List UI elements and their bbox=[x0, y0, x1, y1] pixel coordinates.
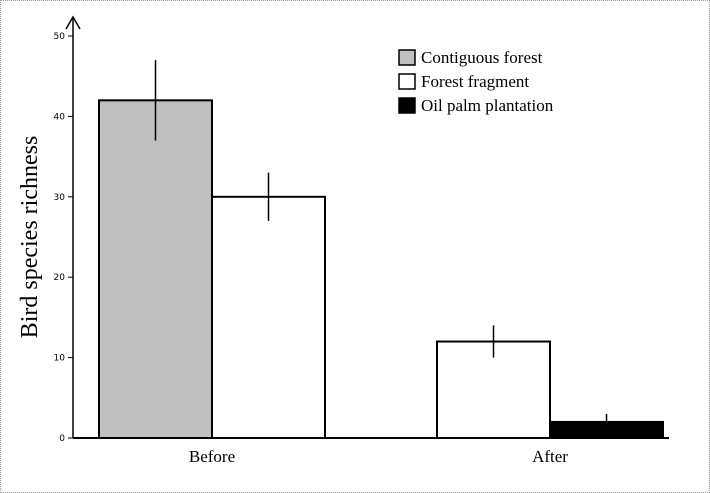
bars bbox=[98, 99, 664, 440]
x-tick-label: After bbox=[532, 447, 568, 466]
x-tick-labels: Before After bbox=[189, 447, 568, 466]
legend-label: Contiguous forest bbox=[421, 48, 543, 67]
y-tick-label: 50 bbox=[54, 32, 66, 42]
legend-swatch bbox=[398, 97, 416, 114]
y-tick-label: 40 bbox=[54, 112, 66, 122]
legend-label: Forest fragment bbox=[421, 72, 529, 91]
y-axis-label: Bird species richness bbox=[17, 136, 43, 339]
error-bars bbox=[154, 60, 608, 430]
y-tick-label: 20 bbox=[54, 273, 66, 283]
y-tick-label: 30 bbox=[54, 193, 66, 203]
bar bbox=[98, 99, 213, 439]
y-ticks: 0 10 20 30 40 50 bbox=[54, 32, 73, 444]
y-tick-label: 0 bbox=[59, 434, 65, 444]
y-tick-label: 10 bbox=[54, 354, 66, 364]
bar bbox=[211, 195, 326, 439]
legend: Contiguous forest Forest fragment Oil palm… bbox=[398, 48, 554, 115]
legend-swatch bbox=[398, 49, 416, 66]
legend-swatch bbox=[398, 73, 416, 90]
legend-label: Oil palm plantation bbox=[421, 96, 554, 115]
y-axis-arrow bbox=[65, 15, 81, 30]
x-tick-label: Before bbox=[189, 447, 235, 466]
